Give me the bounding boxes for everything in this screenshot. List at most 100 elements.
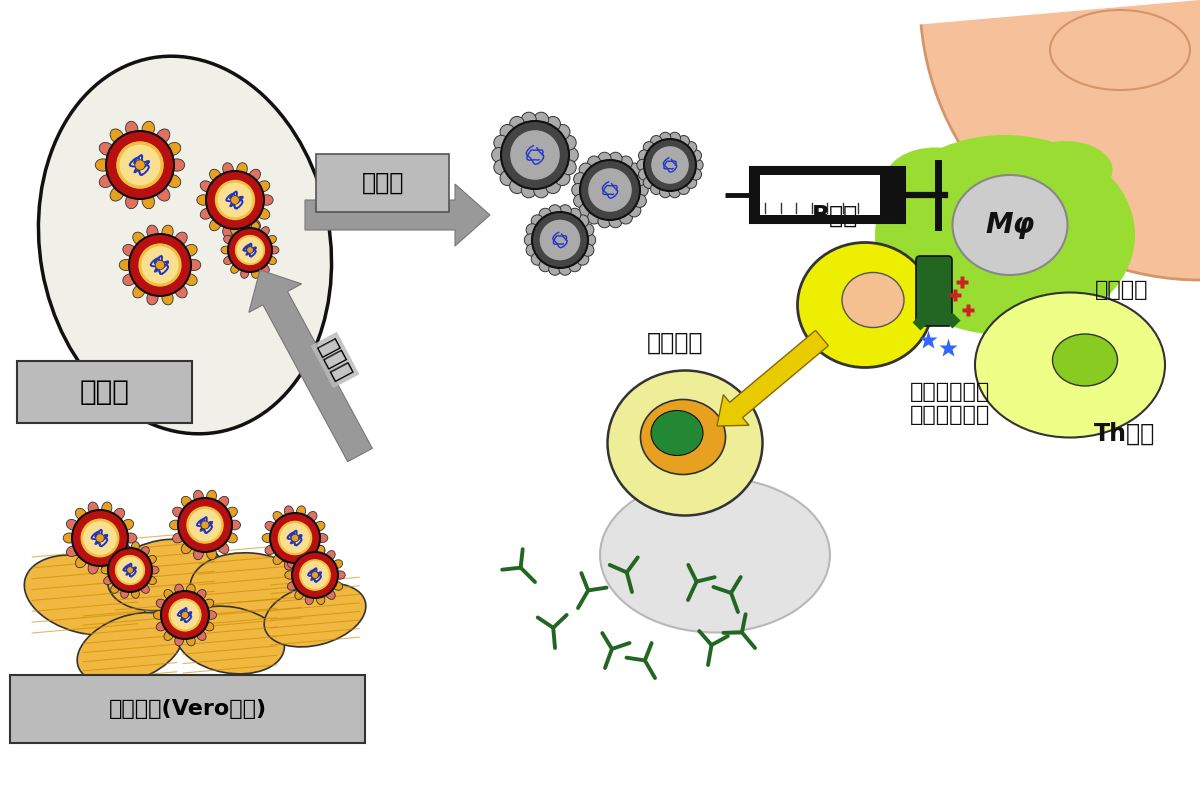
Circle shape xyxy=(532,212,588,268)
Ellipse shape xyxy=(266,256,276,265)
Circle shape xyxy=(619,156,632,169)
Circle shape xyxy=(554,170,570,186)
Ellipse shape xyxy=(257,208,270,219)
Ellipse shape xyxy=(218,542,229,554)
Circle shape xyxy=(155,260,164,270)
Ellipse shape xyxy=(197,590,206,599)
Circle shape xyxy=(685,177,697,188)
Ellipse shape xyxy=(64,533,76,543)
Circle shape xyxy=(559,263,571,275)
Circle shape xyxy=(521,183,536,198)
Ellipse shape xyxy=(332,560,342,569)
Ellipse shape xyxy=(190,553,310,627)
Ellipse shape xyxy=(1050,10,1190,90)
Ellipse shape xyxy=(156,599,167,608)
Circle shape xyxy=(234,234,266,266)
Ellipse shape xyxy=(326,550,335,560)
Circle shape xyxy=(500,170,515,186)
Ellipse shape xyxy=(66,546,78,557)
Ellipse shape xyxy=(175,285,187,298)
Ellipse shape xyxy=(121,546,133,557)
Ellipse shape xyxy=(307,511,317,522)
Ellipse shape xyxy=(95,159,110,171)
Ellipse shape xyxy=(154,610,164,619)
Ellipse shape xyxy=(173,507,185,518)
FancyBboxPatch shape xyxy=(760,175,880,215)
Ellipse shape xyxy=(140,546,149,556)
Ellipse shape xyxy=(241,222,248,231)
Circle shape xyxy=(576,253,589,265)
Ellipse shape xyxy=(184,245,197,256)
Circle shape xyxy=(72,510,128,566)
Circle shape xyxy=(598,152,611,166)
Circle shape xyxy=(127,566,133,574)
Ellipse shape xyxy=(193,490,203,502)
Ellipse shape xyxy=(126,194,138,209)
Ellipse shape xyxy=(332,582,342,590)
Ellipse shape xyxy=(121,519,133,530)
Ellipse shape xyxy=(103,555,113,564)
Circle shape xyxy=(539,219,581,261)
Circle shape xyxy=(502,121,569,189)
Ellipse shape xyxy=(164,590,174,599)
Ellipse shape xyxy=(186,584,196,595)
Circle shape xyxy=(510,130,560,181)
Ellipse shape xyxy=(257,181,270,192)
Circle shape xyxy=(114,554,146,586)
Ellipse shape xyxy=(103,576,113,585)
Circle shape xyxy=(108,548,152,592)
Ellipse shape xyxy=(317,594,325,605)
Ellipse shape xyxy=(295,550,304,560)
Ellipse shape xyxy=(149,566,158,574)
Ellipse shape xyxy=(133,232,145,245)
Ellipse shape xyxy=(184,274,197,286)
Text: B細胞: B細胞 xyxy=(812,204,858,228)
Ellipse shape xyxy=(210,218,221,230)
Ellipse shape xyxy=(600,478,830,633)
Ellipse shape xyxy=(131,589,139,598)
Text: 形質細胞: 形質細胞 xyxy=(647,331,703,355)
Circle shape xyxy=(580,204,593,217)
Ellipse shape xyxy=(223,256,233,265)
Circle shape xyxy=(548,263,562,275)
Wedge shape xyxy=(922,0,1200,280)
Ellipse shape xyxy=(175,232,187,245)
Ellipse shape xyxy=(146,225,158,239)
Circle shape xyxy=(559,205,571,217)
Text: 不活化: 不活化 xyxy=(314,336,355,384)
Ellipse shape xyxy=(186,635,196,646)
Ellipse shape xyxy=(230,264,240,274)
Circle shape xyxy=(532,253,544,265)
Circle shape xyxy=(181,611,188,618)
Ellipse shape xyxy=(76,556,86,568)
Ellipse shape xyxy=(200,181,212,192)
Ellipse shape xyxy=(274,554,283,565)
Ellipse shape xyxy=(146,555,156,564)
Ellipse shape xyxy=(203,622,214,631)
Ellipse shape xyxy=(187,259,200,270)
Ellipse shape xyxy=(101,566,110,574)
Ellipse shape xyxy=(142,194,155,209)
Circle shape xyxy=(638,169,650,180)
Ellipse shape xyxy=(221,246,230,254)
Ellipse shape xyxy=(284,571,295,579)
Circle shape xyxy=(236,237,263,263)
Circle shape xyxy=(534,183,548,198)
Ellipse shape xyxy=(210,170,221,182)
Circle shape xyxy=(200,521,209,529)
Circle shape xyxy=(608,214,622,228)
Circle shape xyxy=(539,259,551,272)
Circle shape xyxy=(670,132,680,144)
Ellipse shape xyxy=(181,496,192,508)
Circle shape xyxy=(637,159,648,170)
Circle shape xyxy=(214,179,256,221)
Ellipse shape xyxy=(262,534,274,542)
Ellipse shape xyxy=(164,630,174,641)
Circle shape xyxy=(563,147,578,162)
Circle shape xyxy=(106,131,174,199)
Ellipse shape xyxy=(317,546,325,556)
Ellipse shape xyxy=(236,224,247,238)
Ellipse shape xyxy=(156,187,170,201)
Ellipse shape xyxy=(1052,334,1117,386)
Circle shape xyxy=(526,244,539,256)
